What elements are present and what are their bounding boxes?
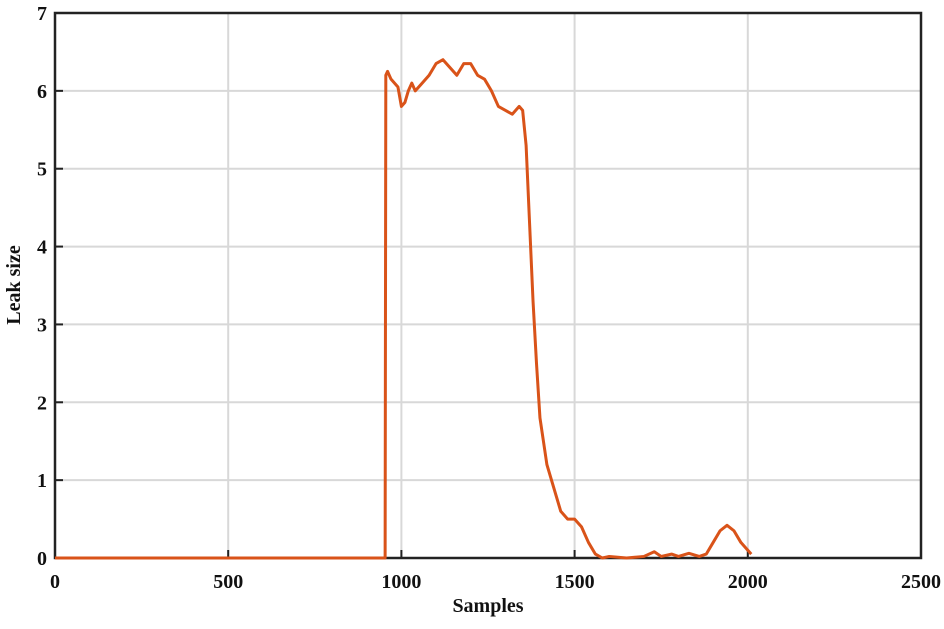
x-tick-label: 500	[213, 571, 243, 593]
y-tick-label: 7	[37, 3, 47, 25]
x-tick-label: 1500	[555, 571, 595, 593]
x-tick-label: 2000	[728, 571, 768, 593]
x-tick-label: 1000	[381, 571, 421, 593]
data-line	[55, 58, 753, 560]
x-tick-label: 0	[50, 571, 60, 593]
y-tick-label: 4	[37, 237, 47, 259]
y-tick-label: 1	[37, 470, 47, 492]
y-tick-label: 3	[37, 314, 47, 336]
x-axis-label: Samples	[452, 595, 523, 617]
y-tick-label: 2	[37, 392, 47, 414]
x-tick-label: 2500	[901, 571, 941, 593]
y-axis-label: Leak size	[3, 245, 25, 325]
y-tick-label: 0	[37, 548, 47, 570]
y-tick-label: 6	[37, 81, 47, 103]
y-tick-label: 5	[37, 159, 47, 181]
plot-frame	[53, 11, 923, 560]
